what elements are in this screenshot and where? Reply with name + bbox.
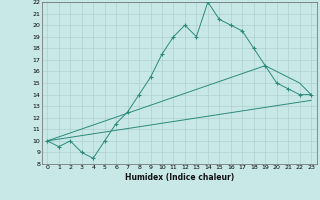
X-axis label: Humidex (Indice chaleur): Humidex (Indice chaleur) bbox=[124, 173, 234, 182]
